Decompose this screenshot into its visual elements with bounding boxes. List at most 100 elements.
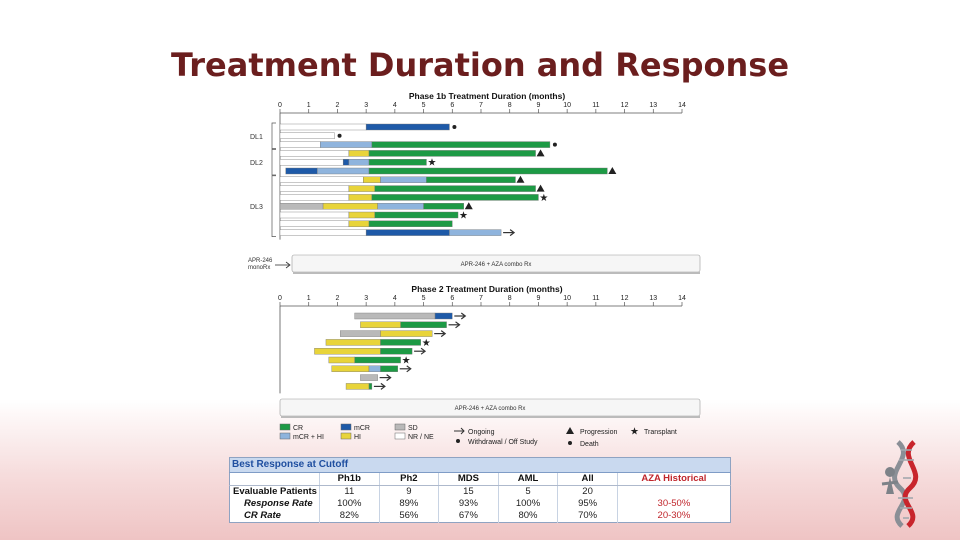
ongoing-arrowhead [406, 365, 412, 373]
swimmer-row [345, 382, 386, 390]
transplant-marker: ★ [427, 158, 436, 169]
bar-segment [368, 158, 427, 166]
bar-segment [279, 176, 364, 184]
table-header-cell: MDS [438, 472, 499, 486]
bar-segment [363, 176, 381, 184]
table-header-row: Ph1b Ph2 MDS AML All AZA Historical [229, 472, 731, 486]
x-tick-label: 14 [678, 102, 686, 109]
table-cell: 80% [497, 510, 558, 523]
x-tick-label: 12 [621, 102, 629, 109]
row-label: CR Rate [244, 510, 281, 521]
table-cell: 15 [438, 485, 499, 498]
bar-segment [348, 158, 370, 166]
bar-segment [317, 167, 370, 175]
x-tick-label: 6 [450, 295, 454, 302]
group-label: DL2 [250, 160, 263, 167]
x-tick-label: 0 [278, 295, 282, 302]
table-cell: 70% [557, 510, 618, 523]
swimmer-row: ★ [279, 158, 436, 169]
legend-label: CR [293, 425, 303, 432]
progression-marker [464, 202, 473, 210]
x-tick-label: 7 [479, 102, 483, 109]
x-tick-label: 5 [422, 295, 426, 302]
ongoing-arrowhead [455, 321, 461, 329]
combo-band-label: APR-246 + AZA combo Rx [461, 262, 532, 268]
x-tick-label: 1 [307, 295, 311, 302]
dna-icon [881, 440, 919, 528]
x-tick-label: 10 [563, 102, 571, 109]
table-header-cell: AZA Historical [616, 472, 731, 486]
table-cell: 100% [497, 498, 558, 510]
bar-segment [371, 194, 539, 201]
withdrawal-marker [452, 125, 457, 129]
table-header-cell: Ph2 [378, 472, 439, 486]
bar-segment [360, 374, 378, 381]
x-tick-label: 6 [450, 102, 454, 109]
dose-group: DL2 [250, 149, 276, 176]
bar-segment [377, 202, 424, 210]
swimmer-row [279, 175, 525, 184]
swimmer-row [279, 184, 545, 192]
table-caption-row: Best Response at Cutoff [229, 457, 731, 473]
bar-segment [279, 202, 324, 210]
swimmer-row [279, 132, 342, 140]
progression-marker [608, 167, 617, 174]
swimmer-row [314, 347, 427, 355]
legend: CR mCR + HI mCR HI SD NR / NE Ongoing Withdrawa… [279, 423, 677, 448]
chart-title: Phase 2 Treatment Duration (months) [411, 284, 562, 294]
bar-segment [360, 321, 401, 328]
bar-segment [322, 202, 378, 210]
table-cell: 9 [378, 485, 439, 498]
x-tick-label: 13 [649, 295, 657, 302]
swimmer-row: ★ [279, 211, 468, 222]
legend-swatch [394, 432, 406, 440]
transplant-marker: ★ [402, 356, 411, 367]
table-row: Response Rate 100% 89% 93% 100% 95% 30-5… [230, 498, 731, 510]
swimmer-row [360, 374, 392, 382]
swimmer-row [279, 202, 473, 210]
bar-segment [348, 220, 370, 228]
swimmer-row [340, 330, 447, 338]
bar-segment [368, 150, 536, 157]
table-header-cell: AML [497, 472, 558, 486]
legend-marker-label: Progression [580, 429, 617, 436]
group-bracket [271, 175, 276, 237]
swimmer-row: ★ [328, 356, 411, 367]
table-row: CR Rate 82% 56% 67% 80% 70% 20-30% [230, 510, 731, 523]
legend-swatch [340, 432, 352, 440]
legend-marker-label: Ongoing [468, 429, 495, 436]
x-tick-label: 11 [592, 295, 599, 302]
table-cell: 95% [557, 498, 618, 510]
bar-segment [320, 141, 373, 148]
monorx-arrowhead [285, 261, 291, 269]
bar-segment [328, 356, 355, 364]
legend-label: SD [408, 425, 418, 432]
x-tick-label: 13 [649, 102, 657, 109]
legend-marker-label: Withdrawal / Off Study [468, 439, 538, 446]
legend-label: mCR + HI [293, 434, 324, 441]
x-tick-label: 3 [364, 102, 368, 109]
table-header-cell [229, 472, 320, 486]
bar-segment [348, 150, 370, 157]
x-tick-label: 4 [393, 102, 397, 109]
bar-segment [314, 348, 381, 355]
x-tick-label: 9 [536, 295, 540, 302]
swimmer-row [360, 321, 461, 329]
table-cell: 100% [318, 498, 380, 510]
table-cell: 30-50% [616, 498, 731, 510]
table-cell: 82% [318, 510, 380, 523]
bar-segment [380, 176, 427, 184]
bar-segment [380, 339, 421, 346]
bar-segment [365, 229, 450, 236]
table-cell: 93% [438, 498, 499, 510]
bar-segment [368, 220, 453, 228]
bar-segment [371, 141, 551, 148]
bar-segment [380, 330, 433, 337]
bar-segment [279, 158, 344, 166]
x-tick-label: 7 [479, 295, 483, 302]
legend-swatch [279, 432, 291, 440]
bar-segment [279, 220, 350, 228]
bar-segment [279, 211, 350, 219]
bar-segment [354, 312, 436, 320]
table-cell: 89% [378, 498, 439, 510]
